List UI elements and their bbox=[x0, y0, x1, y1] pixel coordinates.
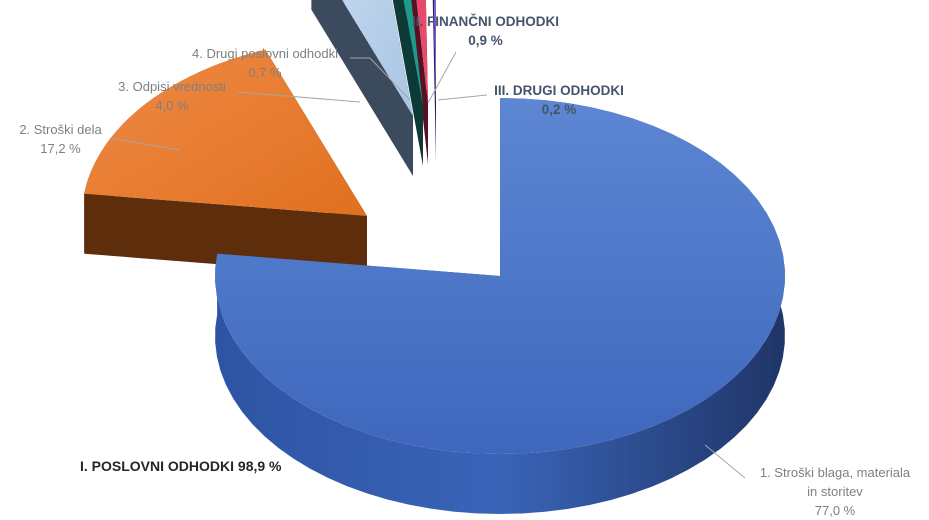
leader-line-financni bbox=[427, 51, 457, 104]
slice-label-stroski-dela-name: 2. Stroški dela bbox=[19, 122, 102, 137]
slice-drugi-poslovni bbox=[392, 0, 423, 166]
leader-line-drugi-odhodki bbox=[437, 94, 488, 101]
leader-line-stroski-dela bbox=[109, 137, 181, 151]
slice-label-odpisi-name: 3. Odpisi vrednosti bbox=[118, 79, 226, 94]
slice-value-odpisi: 4,0 % bbox=[155, 98, 189, 113]
slice-drugi-odhodki bbox=[432, 0, 436, 162]
slice-odpisi-face-a bbox=[311, 0, 413, 176]
slice-odpisi bbox=[311, 0, 413, 176]
leader-line-odpisi bbox=[237, 91, 361, 103]
slice-value-drugi-odhodki: 0,2 % bbox=[541, 102, 577, 117]
slice-odpisi-wall bbox=[311, 0, 371, 10]
slice-stroski-blaga-top bbox=[215, 98, 785, 454]
slice-label-odpisi: 3. Odpisi vrednosti 4,0 % bbox=[107, 77, 237, 115]
slice-label-stroski-dela: 2. Stroški dela 17,2 % bbox=[8, 120, 113, 158]
slice-label-drugi-poslovni-name: 4. Drugi poslovni odhodki bbox=[192, 46, 338, 61]
slice-label-drugi-odhodki: III. DRUGI ODHODKI 0,2 % bbox=[474, 81, 644, 119]
slice-stroski-blaga bbox=[215, 98, 785, 514]
slice-stroski-dela-top bbox=[84, 49, 367, 216]
slice-odpisi-top bbox=[342, 0, 413, 116]
slice-drugi-poslovni-face-a bbox=[392, 0, 423, 166]
slice-drugi-poslovni-top bbox=[403, 0, 423, 106]
slice-value-stroski-dela: 17,2 % bbox=[40, 141, 81, 156]
slice-drugi-poslovni-face-b bbox=[404, 0, 423, 166]
slice-value-drugi-poslovni: 0,7 % bbox=[248, 65, 282, 80]
slice-label-stroski-blaga-line1: 1. Stroški blaga, materiala bbox=[759, 465, 911, 480]
slice-drugi-odhodki-top bbox=[433, 0, 436, 102]
slice-label-financni: II. FINANČNI ODHODKI 0,9 % bbox=[398, 12, 573, 50]
slice-label-drugi-odhodki-name: III. DRUGI ODHODKI bbox=[494, 83, 624, 98]
slice-value-financni: 0,9 % bbox=[468, 33, 503, 48]
slice-stroski-dela-face-a bbox=[84, 193, 367, 276]
slice-financni-top bbox=[416, 0, 428, 104]
slice-label-financni-name: II. FINANČNI ODHODKI bbox=[412, 14, 559, 29]
slice-value-stroski-blaga: 77,0 % bbox=[814, 503, 856, 518]
leader-line-stroski-blaga bbox=[704, 444, 746, 479]
slice-drugi-odhodki-face-a bbox=[432, 0, 436, 162]
leader-line-drugi-poslovni bbox=[350, 57, 411, 101]
slice-label-drugi-poslovni: 4. Drugi poslovni odhodki 0,7 % bbox=[180, 44, 350, 82]
slice-label-stroski-blaga: 1. Stroški blaga, materiala in storitev … bbox=[745, 463, 925, 520]
group-label-poslovni-odhodki: I. POSLOVNI ODHODKI 98,9 % bbox=[80, 458, 282, 474]
slice-label-stroski-blaga-line2: in storitev bbox=[807, 484, 863, 499]
slice-stroski-dela bbox=[84, 49, 367, 276]
